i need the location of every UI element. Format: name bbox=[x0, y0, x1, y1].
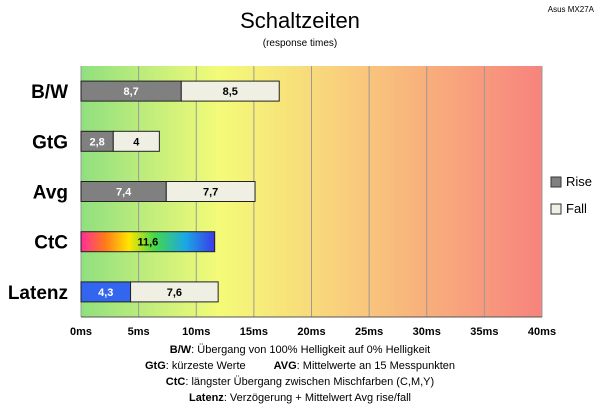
bar-fall bbox=[112, 130, 160, 152]
footer-line-4: Latenz: Verzögerung + Mittelwert Avg ris… bbox=[0, 390, 600, 406]
footer-line-2: GtG: kürzeste Werte AVG: Mittelwerte an 1… bbox=[0, 358, 600, 374]
bar-fall bbox=[180, 80, 280, 102]
footer-key-latenz: Latenz bbox=[188, 392, 224, 404]
bar-fall bbox=[130, 281, 219, 303]
watermark: Asus MX27A bbox=[548, 5, 595, 14]
chart-title: Schaltzeiten bbox=[240, 8, 360, 33]
category-labels: B/W GtG Avg CtC Latenz bbox=[8, 82, 68, 304]
footer-text-gtg: : kürzeste Werte bbox=[165, 360, 246, 372]
x-tick-label: 0ms bbox=[70, 326, 92, 338]
chart-svg: Schaltzeiten (response times) Asus MX27A… bbox=[8, 5, 595, 338]
legend-swatch-rise bbox=[550, 176, 562, 188]
bar-value-label: 8,5 bbox=[223, 86, 238, 98]
chart-subtitle: (response times) bbox=[263, 38, 337, 49]
x-tick-label: 25ms bbox=[355, 326, 383, 338]
footer-text-latenz: : Verzögerung + Mittelwert Avg rise/fall bbox=[223, 392, 412, 404]
x-tick-label: 30ms bbox=[413, 326, 441, 338]
bar-fall bbox=[165, 181, 256, 202]
bar-value-label: 11,6 bbox=[137, 237, 158, 249]
legend-swatch-fall bbox=[550, 203, 562, 215]
footer-key-bw: B/W bbox=[169, 344, 192, 356]
category-label: Latenz bbox=[8, 283, 68, 304]
bar-value-label: 4 bbox=[133, 136, 140, 148]
legend-label-fall: Fall bbox=[566, 201, 587, 216]
x-tick-label: 5ms bbox=[128, 326, 150, 338]
bars: 8,7 8,5 2,8 4 7,4 7,7 11,6 4,3 7,6 bbox=[80, 80, 280, 303]
x-tick-label: 15ms bbox=[240, 326, 268, 338]
bar-value-label: 4,3 bbox=[98, 287, 113, 299]
footer-line-3: CtC: längster Übergang zwischen Mischfar… bbox=[0, 374, 600, 390]
bar-value-label: 7,7 bbox=[203, 187, 218, 199]
footer-key-avg: AVG bbox=[273, 360, 297, 372]
footer-key-ctc: CtC bbox=[165, 376, 186, 388]
bar-value-label: 2,8 bbox=[89, 136, 104, 148]
x-tick-label: 40ms bbox=[528, 326, 556, 338]
x-tick-label: 35ms bbox=[470, 326, 498, 338]
x-tick-labels: 0ms 5ms 10ms 15ms 20ms 25ms 30ms 35ms 40ms bbox=[70, 326, 556, 338]
footer-text-avg: : Mittelwerte an 15 Messpunkten bbox=[296, 360, 456, 372]
footer-text-bw: : Übergang von 100% Helligkeit auf 0% He… bbox=[191, 344, 431, 356]
bar-value-label: 7,4 bbox=[116, 187, 132, 199]
bar-rise bbox=[80, 231, 216, 253]
category-label: Avg bbox=[33, 183, 68, 204]
footer-line-1: B/W: Übergang von 100% Helligkeit auf 0%… bbox=[0, 342, 600, 358]
category-label: GtG bbox=[32, 132, 68, 153]
footer-text-ctc: : längster Übergang zwischen Mischfarben… bbox=[185, 376, 435, 388]
category-label: CtC bbox=[34, 233, 68, 254]
footer: B/W: Übergang von 100% Helligkeit auf 0%… bbox=[0, 342, 600, 406]
legend-label-rise: Rise bbox=[566, 174, 592, 189]
category-label: B/W bbox=[31, 82, 68, 103]
bar-value-label: 8,7 bbox=[123, 86, 138, 98]
x-tick-label: 10ms bbox=[182, 326, 210, 338]
x-tick-label: 20ms bbox=[297, 326, 325, 338]
legend: Rise Fall bbox=[550, 174, 592, 216]
bar-value-label: 7,6 bbox=[167, 287, 182, 299]
footer-key-gtg: GtG bbox=[144, 360, 166, 372]
